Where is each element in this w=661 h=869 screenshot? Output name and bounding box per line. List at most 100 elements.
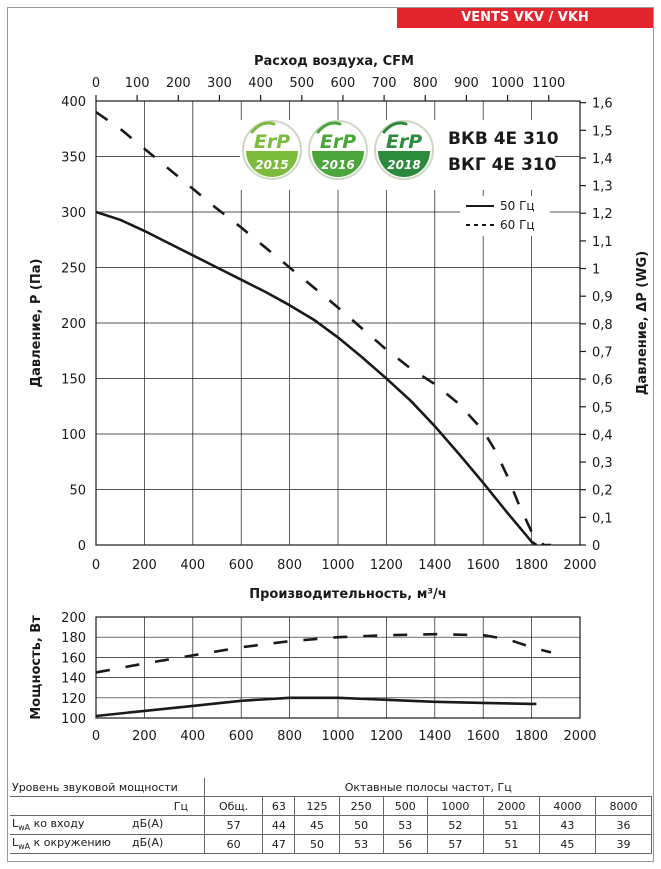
- erp-badge-bottom: [312, 151, 364, 177]
- power-x-tick-label: 2000: [563, 729, 596, 744]
- top-tick-label: 0: [92, 76, 100, 91]
- power-plot-frame: [95, 616, 581, 719]
- right-tick-label: 0,6: [592, 373, 613, 388]
- right-tick-label: 0: [592, 539, 600, 554]
- x-tick-label: 800: [277, 558, 302, 573]
- power-x-tick-label: 1600: [467, 729, 500, 744]
- erp-badge-label: ErP: [254, 131, 290, 153]
- erp-badge-icon: ErP 2016: [308, 120, 368, 180]
- erp-badge-leaf: [316, 121, 342, 134]
- right-tick-label: 1,1: [592, 235, 613, 250]
- power-y-tick-label: 200: [61, 611, 86, 626]
- table-cell: 45: [294, 815, 340, 835]
- y-tick-label: 50: [69, 484, 86, 499]
- table-col-250: 250: [338, 796, 384, 816]
- right-tick-label: 0,1: [592, 511, 613, 526]
- table-cell: 44: [262, 815, 296, 835]
- right-tick-label: 0,8: [592, 318, 613, 333]
- power-x-tick-label: 1000: [321, 729, 354, 744]
- erp-badge-year: 2016: [321, 158, 354, 172]
- right-tick-label: 1,5: [592, 124, 613, 139]
- y-axis-right-title: Давление, ΔP (WG): [635, 251, 650, 395]
- page-frame: VENTS VKV / VKH: [7, 7, 654, 862]
- x-tick-label: 200: [132, 558, 157, 573]
- power-x-tick-label: 1200: [370, 729, 403, 744]
- power-y-tick-label: 140: [61, 672, 86, 687]
- table-cell: 50: [338, 815, 384, 835]
- x-axis-top-title: Расход воздуха, CFM: [254, 54, 414, 69]
- power-chart-labels: 0 200 400 600 800 1000 1200 1400 1600 1800 2000 100…: [29, 611, 597, 744]
- power-y-axis-title: Мощность, Вт: [29, 615, 44, 720]
- top-tick-label: 200: [166, 76, 191, 91]
- pressure-chart-labels: 0 200 400 600 800 1000 1200 1400 1600 1800 2000050…: [29, 54, 650, 602]
- erp-badge-leaf: [250, 121, 276, 134]
- right-tick-label: 0,4: [592, 428, 613, 443]
- top-tick-label: 300: [207, 76, 232, 91]
- y-tick-label: 0: [78, 539, 86, 554]
- table-col-8000: 8000: [594, 796, 653, 816]
- erp-badge-label: ErP: [320, 131, 356, 153]
- erp-badge-top: [313, 125, 363, 152]
- table-col-500: 500: [382, 796, 428, 816]
- erp-badge-label: ErP: [386, 131, 422, 153]
- table-col-1000: 1000: [426, 796, 484, 816]
- table-cell: 53: [382, 815, 428, 835]
- legend-backdrop: [460, 196, 550, 236]
- legend-solid-label: 50 Гц: [500, 199, 535, 213]
- y-tick-label: 400: [61, 95, 86, 110]
- erp-badge-bottom: [378, 151, 430, 177]
- table-cell: 39: [594, 834, 653, 854]
- table-cell: 45: [538, 834, 596, 854]
- model-name-1: ВКВ 4Е 310: [448, 129, 559, 149]
- top-tick-label: 100: [125, 76, 150, 91]
- table-row-label: LwA ко входу дБ(А): [10, 815, 205, 835]
- right-tick-label: 0,5: [592, 401, 613, 416]
- table-cell: 43: [538, 815, 596, 835]
- table-cell: 53: [338, 834, 384, 854]
- power-y-tick-label: 160: [61, 651, 86, 666]
- table-title-left: Уровень звуковой мощности: [10, 778, 205, 797]
- pressure-plot-frame: [95, 100, 581, 546]
- power-x-tick-label: 1800: [515, 729, 548, 744]
- right-tick-label: 0,7: [592, 345, 613, 360]
- power-x-tick-label: 800: [277, 729, 302, 744]
- x-tick-label: 600: [229, 558, 254, 573]
- x-tick-label: 0: [92, 558, 100, 573]
- power-x-tick-label: 1400: [418, 729, 451, 744]
- right-tick-label: 1,4: [592, 152, 613, 167]
- y-tick-label: 250: [61, 262, 86, 277]
- right-tick-label: 1,3: [592, 180, 613, 195]
- table-cell: 50: [294, 834, 340, 854]
- top-tick-label: 1100: [532, 76, 565, 91]
- table-col-2000: 2000: [482, 796, 540, 816]
- table-cell: 47: [262, 834, 296, 854]
- table-title-right: Октавные полосы частот, Гц: [204, 778, 652, 797]
- table-hz-label: Гц: [10, 796, 205, 816]
- top-tick-label: 600: [331, 76, 356, 91]
- erp-badge-year: 2015: [255, 158, 288, 172]
- top-tick-label: 700: [372, 76, 397, 91]
- erp-badge-icon: ErP 2015: [242, 120, 302, 180]
- model-name-2: ВКГ 4Е 310: [448, 155, 557, 175]
- top-tick-label: 400: [248, 76, 273, 91]
- right-tick-label: 1,2: [592, 207, 613, 222]
- power-x-tick-label: 0: [92, 729, 100, 744]
- y-tick-label: 200: [61, 317, 86, 332]
- table-row: LwA ко входу дБ(А) 57 44 45 50 53 52 51 4…: [10, 815, 653, 835]
- legend: 50 Гц 60 Гц: [466, 199, 535, 232]
- table-row: LwA к окружению дБ(А) 60 47 50 53 56 57 5…: [10, 834, 653, 854]
- power-x-tick-label: 600: [229, 729, 254, 744]
- y-axis-title: Давление, P (Па): [29, 259, 44, 388]
- table-cell: 36: [594, 815, 653, 835]
- erp-badge-top: [379, 125, 429, 152]
- y-tick-label: 150: [61, 373, 86, 388]
- table-cell: 51: [482, 834, 540, 854]
- power-y-tick-label: 100: [61, 712, 86, 727]
- right-tick-label: 1: [592, 263, 600, 278]
- erp-badge-top: [247, 125, 297, 152]
- right-tick-label: 0,3: [592, 456, 613, 471]
- erp-badges: ErP 2015 ErP 2016 ErP 2018: [242, 120, 434, 180]
- table-col-4000: 4000: [538, 796, 596, 816]
- brand-banner: VENTS VKV / VKH: [397, 8, 653, 28]
- table-cell: 57: [203, 815, 264, 835]
